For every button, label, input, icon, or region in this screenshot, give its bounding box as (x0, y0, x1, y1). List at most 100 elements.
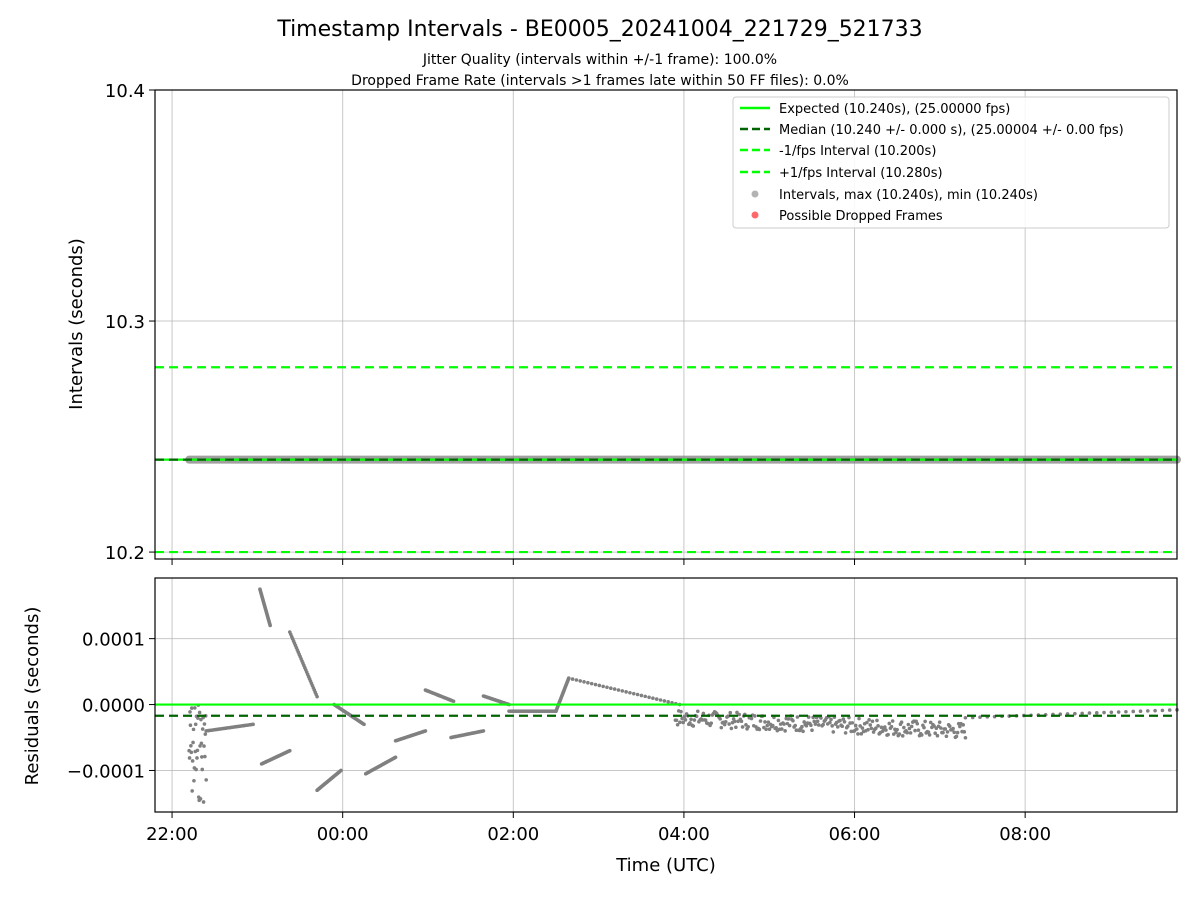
residual-point (737, 712, 742, 717)
residual-point (728, 710, 733, 715)
residuals-y-ticks: 0.0001 0.0000 −0.0001 (67, 630, 155, 782)
residual-point (812, 719, 817, 724)
residual-point (666, 700, 670, 704)
residual-point (651, 696, 655, 700)
residual-point (682, 714, 687, 719)
residual-point (810, 728, 814, 733)
residual-point (923, 719, 927, 724)
residual-point (875, 718, 879, 723)
x-tick-label: 08:00 (999, 824, 1051, 845)
residual-point (739, 719, 744, 724)
residual-point (858, 724, 862, 728)
residual-point (188, 710, 192, 714)
residual-point (193, 706, 197, 710)
residual-point (815, 719, 820, 724)
legend-box (732, 96, 1170, 229)
residual-point (268, 623, 272, 628)
residual-point (876, 724, 880, 728)
residual-point (734, 725, 738, 730)
residual-point (701, 711, 706, 716)
residual-point (889, 724, 894, 729)
residual-point (1167, 708, 1172, 712)
residual-point (757, 727, 762, 732)
x-tick-label: 06:00 (829, 824, 881, 845)
residual-point (764, 727, 768, 732)
residual-point (782, 722, 786, 726)
residual-point (732, 719, 737, 724)
residual-point (928, 720, 933, 725)
residual-point (194, 767, 198, 772)
legend-intervals-label: Intervals, max (10.240s), min (10.240s) (779, 188, 1038, 203)
residual-point (675, 722, 680, 727)
residual-point (683, 718, 688, 722)
residual-point (793, 723, 798, 728)
residual-point (860, 726, 865, 730)
residual-point (887, 721, 892, 726)
residual-point (190, 759, 195, 763)
residual-point (943, 727, 948, 731)
residual-point (605, 685, 609, 690)
residual-point (895, 727, 899, 732)
residual-point (193, 722, 198, 727)
residual-point (853, 723, 858, 728)
residual-point (1116, 710, 1121, 714)
residual-point (952, 730, 957, 735)
residual-point (662, 699, 667, 703)
residual-point (900, 734, 905, 738)
residual-point (597, 683, 602, 688)
residual-point (963, 715, 968, 720)
residual-point (886, 732, 890, 737)
residual-point (1073, 711, 1077, 716)
residual-point (890, 719, 895, 723)
residual-point (840, 724, 845, 729)
dropped-subtitle: Dropped Frame Rate (intervals >1 frames … (351, 73, 849, 89)
residual-point (586, 680, 590, 685)
residual-point (204, 778, 208, 782)
residual-point (189, 750, 194, 755)
residual-point (816, 723, 821, 727)
residuals-y-axis-label: Residuals (seconds) (22, 607, 43, 786)
residual-point (937, 720, 942, 724)
residual-point (703, 718, 708, 722)
residual-point (582, 680, 586, 684)
residual-point (201, 800, 206, 804)
residual-point (202, 722, 207, 726)
residual-point (481, 729, 486, 733)
residual-point (963, 735, 968, 740)
residual-point (867, 718, 871, 722)
residual-point (729, 726, 734, 731)
residual-point (199, 741, 204, 746)
residuals-x-ticks: 22:00 00:00 02:00 04:00 06:00 08:00 (146, 812, 1051, 845)
residual-point (719, 725, 724, 730)
residual-point (763, 720, 767, 724)
residual-point (909, 724, 914, 729)
residual-point (856, 732, 860, 736)
residual-point (947, 724, 952, 729)
residual-point (800, 724, 804, 729)
residual-point (894, 730, 898, 735)
residual-point (802, 720, 806, 724)
residual-point (868, 723, 873, 727)
residual-point (612, 687, 617, 691)
x-tick-label: 04:00 (658, 824, 710, 845)
residual-point (758, 719, 763, 723)
residual-point (451, 699, 456, 704)
residuals-points (187, 587, 1179, 804)
residual-point (927, 733, 932, 737)
residual-point (197, 710, 202, 715)
residual-point (654, 697, 659, 701)
residual-point (423, 729, 428, 733)
residual-point (767, 727, 772, 731)
residual-point (631, 691, 636, 696)
residual-point (846, 724, 850, 728)
residual-point (574, 678, 579, 682)
residual-point (620, 689, 625, 693)
residual-point (765, 723, 770, 728)
x-tick-label: 22:00 (146, 824, 198, 845)
residual-point (658, 698, 663, 702)
residuals-y-tick-label: −0.0001 (67, 761, 145, 782)
x-axis-label: Time (UTC) (615, 855, 716, 876)
residual-point (915, 721, 920, 726)
residual-point (813, 722, 818, 726)
